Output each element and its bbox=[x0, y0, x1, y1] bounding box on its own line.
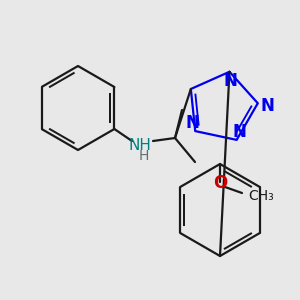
Text: N: N bbox=[233, 123, 247, 141]
Text: CH₃: CH₃ bbox=[248, 189, 274, 203]
Text: N: N bbox=[261, 97, 275, 115]
Text: N: N bbox=[224, 72, 237, 90]
Text: H: H bbox=[139, 149, 149, 163]
Text: O: O bbox=[213, 174, 227, 192]
Text: NH: NH bbox=[129, 137, 152, 152]
Text: N: N bbox=[185, 114, 199, 132]
